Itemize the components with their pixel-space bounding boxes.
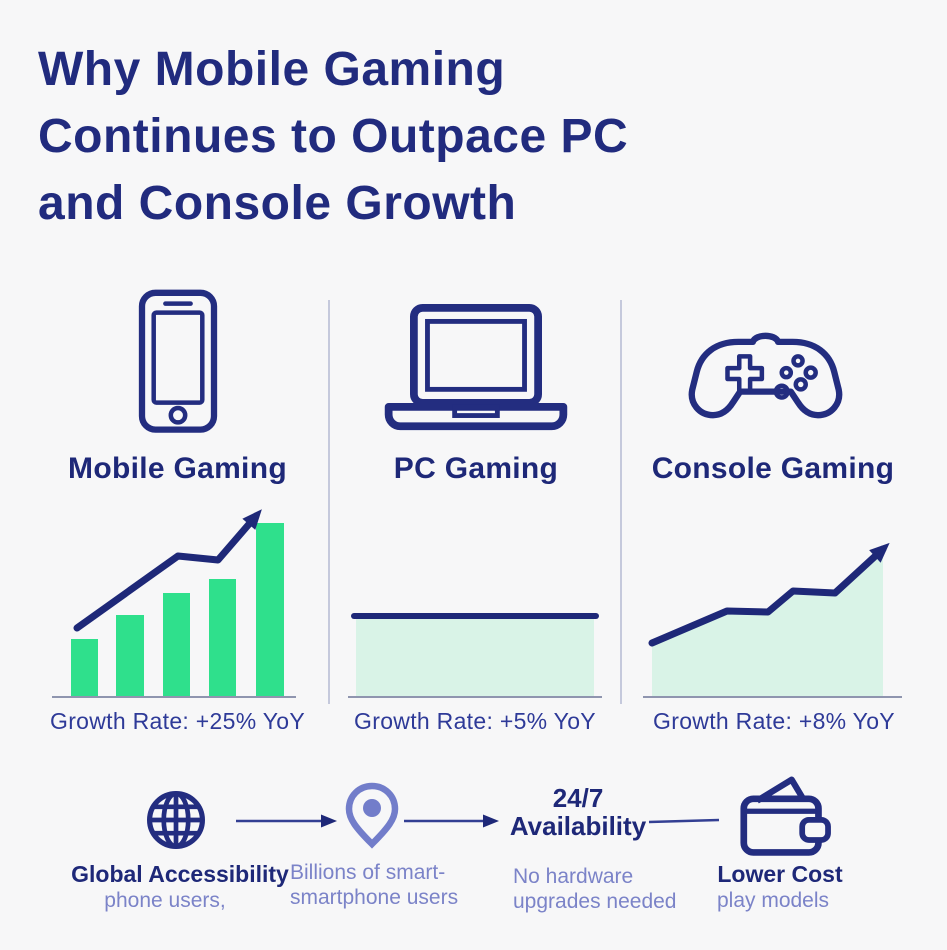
- column-divider-2: [620, 300, 622, 704]
- smartphone-icon: [138, 289, 218, 433]
- column-divider-1: [328, 300, 330, 704]
- title-line-2: Continues to Outpace PC: [38, 110, 629, 163]
- smartphone-users-line-2: smartphone users: [290, 886, 459, 909]
- factor-subtext-availability: No hardware upgrades needed: [513, 864, 693, 914]
- console-growth-chart: [643, 542, 902, 698]
- column-label-pc: PC Gaming: [393, 452, 559, 485]
- growth-rate-console: Growth Rate: +8% YoY: [653, 708, 895, 734]
- growth-rate-mobile: Growth Rate: +25% YoY: [50, 708, 305, 734]
- title-line-1: Why Mobile Gaming: [38, 43, 506, 96]
- flow-arrow-1: [236, 814, 337, 828]
- factor-subtext-global-accessibility: phone users,: [104, 889, 226, 912]
- title-line-3: and Console Growth: [38, 177, 517, 230]
- growth-rate-pc: Growth Rate: +5% YoY: [354, 708, 596, 734]
- gamepad-icon: [688, 332, 843, 419]
- smartphone-users-line-1: Billions of smart-: [290, 861, 446, 884]
- column-label-console: Console Gaming: [651, 452, 895, 485]
- location-pin-icon: [345, 782, 399, 849]
- availability-heading-line-2: Availability: [509, 811, 647, 841]
- availability-subtext-line-2: upgrades needed: [513, 890, 677, 913]
- mobile-growth-chart: [52, 509, 296, 698]
- flow-line-3: [648, 818, 720, 824]
- globe-icon: [147, 791, 205, 849]
- pc-growth-chart: [348, 613, 602, 698]
- flow-arrow-2: [404, 814, 499, 828]
- availability-heading: 24/7 Availability: [498, 784, 658, 840]
- laptop-icon: [384, 303, 568, 431]
- factor-heading-global-accessibility: Global Accessibility: [71, 861, 289, 887]
- availability-heading-line-1: 24/7: [552, 783, 604, 813]
- factor-heading-lower-cost: Lower Cost: [717, 861, 843, 887]
- factor-subtext-lower-cost: play models: [716, 889, 830, 912]
- column-label-mobile: Mobile Gaming: [68, 452, 287, 485]
- factor-text-smartphone-users: Billions of smart- smartphone users: [290, 860, 480, 910]
- page-title: Why Mobile Gaming Continues to Outpace P…: [38, 36, 838, 237]
- availability-subtext-line-1: No hardware: [513, 865, 634, 888]
- wallet-icon: [740, 776, 831, 856]
